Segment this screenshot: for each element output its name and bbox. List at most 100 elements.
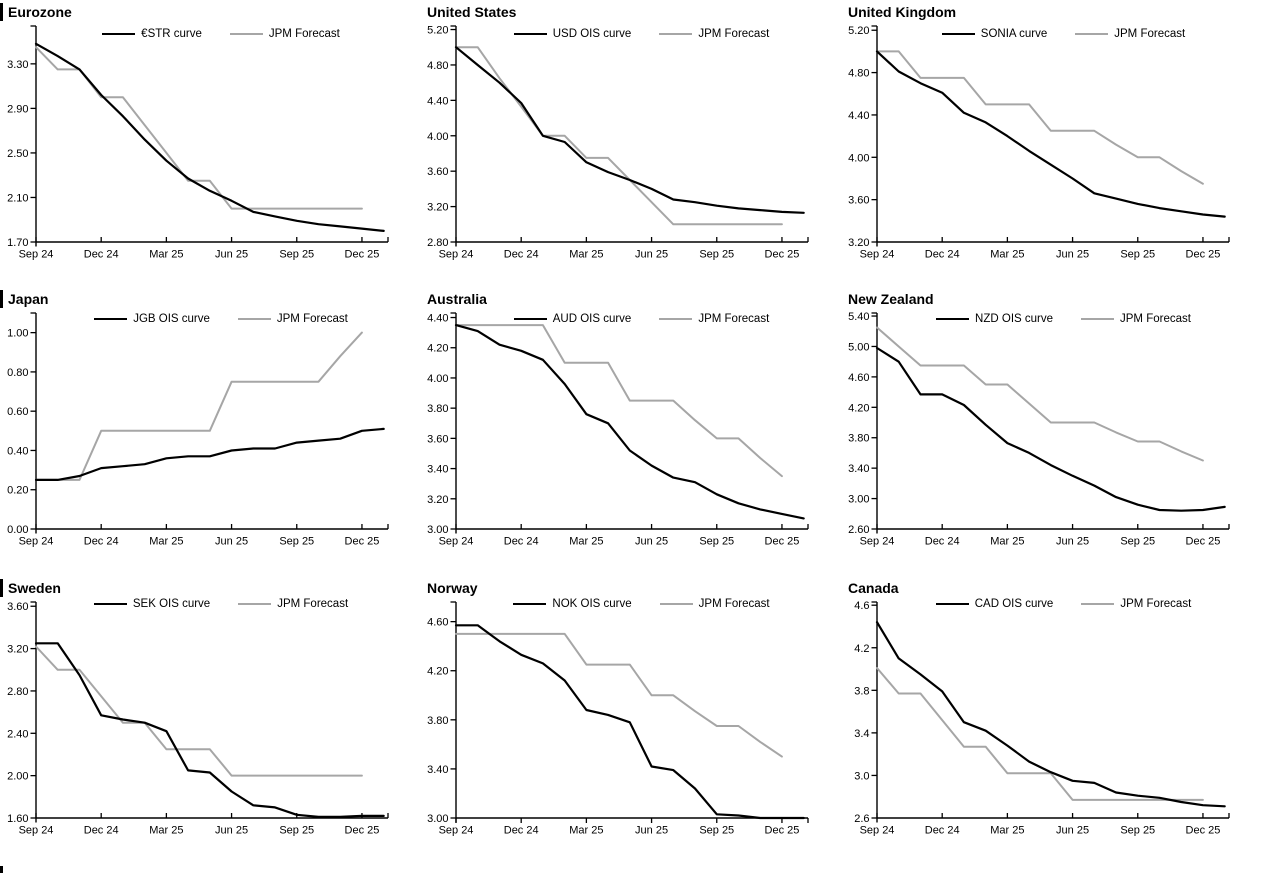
x-tick-label: Dec 24 — [925, 825, 960, 837]
chart-sweden: Sweden SEK OIS curve JPM Forecast 1.60 2.0… — [0, 570, 420, 873]
chart-plot: 3.20 3.60 4.00 4.40 4.80 5.20 Sep 24 Dec 24 Mar … — [848, 25, 1230, 261]
x-tick-label: Dec 25 — [765, 825, 800, 837]
series-line-main — [875, 50, 1226, 218]
y-tick-label: 4.00 — [427, 131, 448, 143]
y-tick-label: 0.60 — [7, 406, 28, 418]
series-line-main — [875, 621, 1226, 808]
x-tick-label: Mar 25 — [569, 825, 603, 837]
chart-title: Canada — [848, 580, 899, 596]
chart-title: New Zealand — [848, 291, 934, 307]
x-tick-label: Sep 25 — [279, 825, 314, 837]
x-tick-label: Sep 24 — [439, 825, 474, 837]
y-tick-label: 3.40 — [427, 764, 448, 776]
x-tick-label: Dec 24 — [504, 536, 539, 548]
y-tick-label: 0.00 — [7, 524, 28, 536]
series-line-forecast — [35, 645, 363, 777]
x-tick-label: Jun 25 — [635, 825, 668, 837]
y-tick-label: 5.20 — [848, 25, 869, 37]
x-tick-label: Sep 25 — [699, 536, 734, 548]
y-tick-label: 3.00 — [848, 494, 869, 506]
x-tick-label: Dec 25 — [1186, 249, 1221, 261]
chart-plot: 3.00 3.20 3.40 3.60 3.80 4.00 4.20 4.40 Sep 24 De… — [427, 312, 809, 548]
x-tick-label: Sep 24 — [439, 536, 474, 548]
chart-plot: 2.80 3.20 3.60 4.00 4.40 4.80 5.20 Sep 24 Dec 24… — [427, 25, 809, 261]
y-tick-label: 3.80 — [427, 403, 448, 415]
x-tick-label: Mar 25 — [569, 249, 603, 261]
y-tick-label: 3.60 — [848, 195, 869, 207]
x-tick-label: Sep 24 — [19, 536, 54, 548]
y-tick-label: 4.00 — [427, 373, 448, 385]
x-tick-label: Mar 25 — [569, 536, 603, 548]
y-tick-label: 1.60 — [7, 813, 28, 825]
series-line-main — [454, 46, 805, 214]
series-line-main — [454, 324, 805, 520]
chart-title: Japan — [8, 291, 49, 307]
x-tick-label: Sep 24 — [19, 825, 54, 837]
x-tick-label: Dec 24 — [84, 536, 119, 548]
x-tick-label: Sep 25 — [279, 249, 314, 261]
chart-title: Sweden — [8, 580, 61, 596]
y-tick-label: 4.20 — [427, 343, 448, 355]
series-line-forecast — [455, 324, 783, 478]
x-tick-label: Sep 24 — [860, 249, 895, 261]
chart-title: United States — [427, 4, 517, 20]
y-tick-label: 2.80 — [7, 686, 28, 698]
x-tick-label: Sep 24 — [860, 825, 895, 837]
y-tick-label: 4.80 — [848, 68, 869, 80]
x-tick-label: Dec 25 — [765, 536, 800, 548]
y-tick-label: 2.40 — [7, 728, 28, 740]
x-tick-label: Dec 24 — [84, 825, 119, 837]
y-tick-label: 3.40 — [427, 464, 448, 476]
x-tick-label: Dec 25 — [345, 249, 380, 261]
y-tick-label: 4.40 — [427, 95, 448, 107]
x-tick-label: Dec 24 — [84, 249, 119, 261]
y-tick-label: 5.20 — [427, 25, 448, 37]
chart-plot: 2.6 3.0 3.4 3.8 4.2 4.6 Sep 24 Dec 24 Mar 25 Jun … — [854, 600, 1230, 837]
x-tick-label: Dec 24 — [925, 536, 960, 548]
chart-canada: Canada CAD OIS curve JPM Forecast 2.6 3.0 3… — [841, 570, 1264, 873]
series-line-forecast — [35, 331, 363, 481]
y-tick-label: 3.60 — [7, 601, 28, 613]
y-tick-label: 4.60 — [848, 372, 869, 384]
chart-australia: Australia AUD OIS curve JPM Forecast 3.00… — [420, 285, 841, 570]
chart-plot: 0.00 0.20 0.40 0.60 0.80 1.00 Sep 24 Dec 24 Mar … — [7, 312, 389, 548]
x-tick-label: Sep 24 — [439, 249, 474, 261]
chart-title: Australia — [427, 291, 487, 307]
y-tick-label: 4.6 — [854, 600, 869, 612]
x-tick-label: Mar 25 — [149, 825, 183, 837]
x-tick-label: Mar 25 — [990, 536, 1024, 548]
chart-plot: 1.60 2.00 2.40 2.80 3.20 3.60 Sep 24 Dec 24 Mar … — [7, 601, 389, 837]
series-line-main — [34, 427, 385, 481]
x-tick-label: Jun 25 — [215, 249, 248, 261]
series-line-forecast — [876, 667, 1204, 801]
section-bar — [0, 3, 3, 21]
chart-new-zealand: New Zealand NZD OIS curve JPM Forecast 2.… — [841, 285, 1264, 570]
y-tick-label: 4.40 — [427, 313, 448, 325]
x-tick-label: Dec 25 — [1186, 536, 1221, 548]
y-tick-label: 2.90 — [7, 103, 28, 115]
chart-title: United Kingdom — [848, 4, 957, 20]
x-tick-label: Jun 25 — [1056, 249, 1089, 261]
x-tick-label: Mar 25 — [149, 249, 183, 261]
series-line-forecast — [455, 632, 783, 758]
series-line-main — [34, 642, 385, 818]
y-tick-label: 5.40 — [848, 311, 869, 323]
x-tick-label: Sep 25 — [1120, 825, 1155, 837]
y-tick-label: 5.00 — [848, 341, 869, 353]
chart-norway: Norway NOK OIS curve JPM Forecast 3.00 3.4… — [420, 570, 841, 873]
chart-japan: Japan JGB OIS curve JPM Forecast 0.00 0.20… — [0, 285, 420, 570]
y-tick-label: 3.20 — [7, 644, 28, 656]
x-tick-label: Sep 24 — [860, 536, 895, 548]
x-tick-label: Dec 24 — [504, 249, 539, 261]
y-tick-label: 3.40 — [848, 463, 869, 475]
x-tick-label: Jun 25 — [635, 249, 668, 261]
y-tick-label: 3.8 — [854, 685, 869, 697]
y-tick-label: 3.80 — [848, 433, 869, 445]
chart-eurozone: Eurozone €STR curve JPM Forecast 1.70 2.10… — [0, 0, 420, 285]
x-tick-label: Dec 25 — [765, 249, 800, 261]
y-tick-label: 4.40 — [848, 110, 869, 122]
y-tick-label: 0.40 — [7, 445, 28, 457]
y-tick-label: 1.00 — [7, 328, 28, 340]
y-tick-label: 4.2 — [854, 643, 869, 655]
y-tick-label: 2.10 — [7, 192, 28, 204]
